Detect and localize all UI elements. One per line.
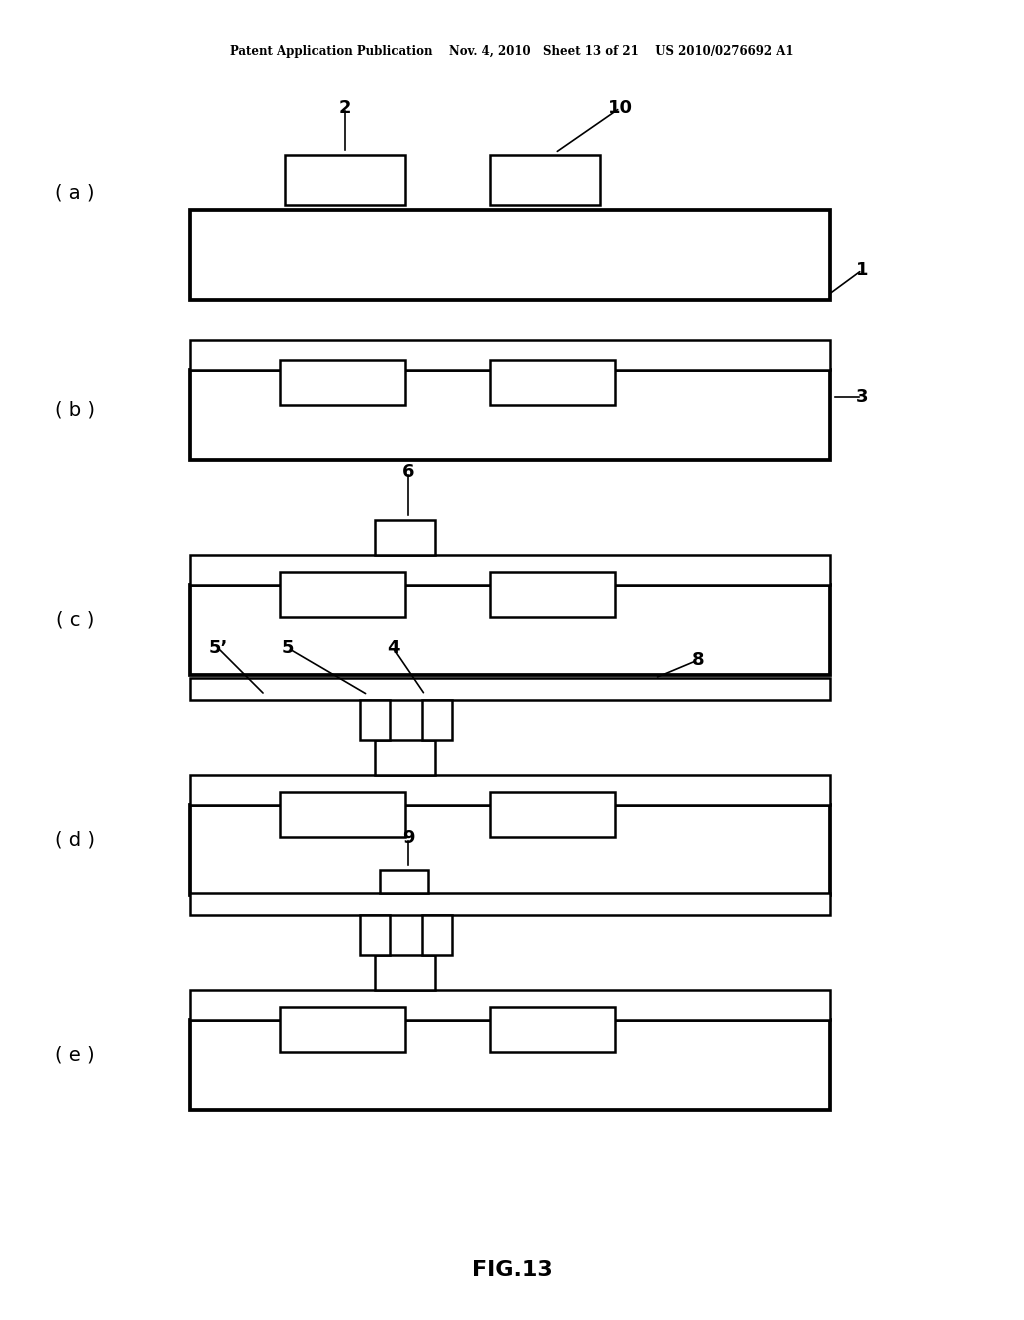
Bar: [190, 990, 830, 1020]
Bar: [380, 870, 428, 894]
Bar: [190, 1020, 830, 1110]
Text: 9: 9: [401, 829, 415, 847]
Text: 4: 4: [387, 639, 399, 657]
Bar: [280, 572, 406, 616]
Bar: [422, 700, 452, 741]
Text: 6: 6: [401, 463, 415, 480]
Bar: [190, 805, 830, 895]
Bar: [280, 1007, 406, 1052]
Bar: [360, 915, 390, 954]
Bar: [190, 678, 830, 700]
Text: ( b ): ( b ): [55, 400, 95, 420]
Bar: [422, 915, 452, 954]
Bar: [190, 210, 830, 300]
Text: Patent Application Publication    Nov. 4, 2010   Sheet 13 of 21    US 2010/02766: Patent Application Publication Nov. 4, 2…: [230, 45, 794, 58]
Text: 2: 2: [339, 99, 351, 117]
Bar: [190, 370, 830, 459]
Bar: [360, 700, 390, 741]
Bar: [280, 792, 406, 837]
Text: ( c ): ( c ): [56, 610, 94, 630]
Text: 5’: 5’: [208, 639, 227, 657]
Bar: [285, 154, 406, 205]
Text: 5: 5: [282, 639, 294, 657]
Bar: [190, 585, 830, 675]
Text: 10: 10: [607, 99, 633, 117]
Bar: [190, 554, 830, 585]
Bar: [280, 360, 406, 405]
Bar: [375, 954, 435, 990]
Bar: [490, 1007, 615, 1052]
Bar: [190, 341, 830, 370]
Text: 8: 8: [691, 651, 705, 669]
Bar: [490, 572, 615, 616]
Bar: [490, 792, 615, 837]
Text: ( a ): ( a ): [55, 183, 95, 202]
Bar: [490, 360, 615, 405]
Text: 3: 3: [856, 388, 868, 407]
Bar: [375, 741, 435, 775]
Text: 1: 1: [856, 261, 868, 279]
Bar: [375, 520, 435, 554]
Text: ( d ): ( d ): [55, 830, 95, 850]
Bar: [490, 154, 600, 205]
Text: ( e ): ( e ): [55, 1045, 95, 1064]
Bar: [190, 775, 830, 805]
Text: FIG.13: FIG.13: [472, 1261, 552, 1280]
Bar: [190, 894, 830, 915]
